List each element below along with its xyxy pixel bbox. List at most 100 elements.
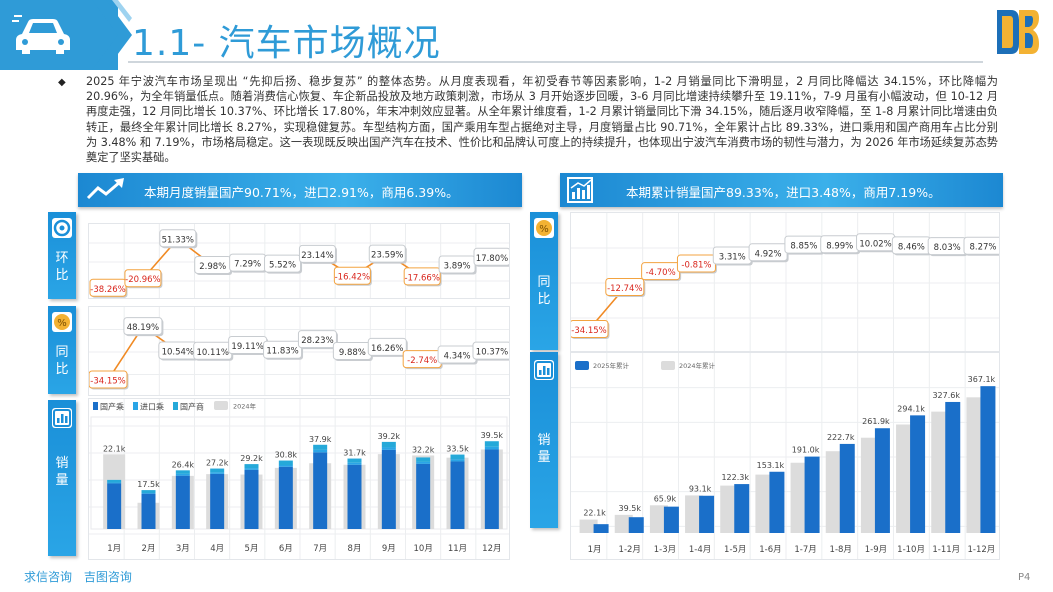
x-tick-label: 1-6月 [759,545,781,555]
data-label: 17.80% [476,254,508,264]
data-label-box [403,267,441,286]
bar-chart-icon [534,360,554,380]
data-label: 51.33% [162,235,194,245]
bar-2024 [614,514,633,533]
bar-segment [141,493,156,529]
data-label-box [123,317,163,336]
bar-total-label: 153.1k [757,461,785,470]
bar-segment [107,479,122,483]
data-label: 8.46% [898,242,925,252]
x-tick-label: 9月 [382,544,396,554]
bar-segment [347,462,362,465]
right-side-sales-label: 销量 [537,433,551,465]
target-icon [52,218,72,238]
right-sales-chart: 2025年累计 2024年累计 22.1k 1月 39.5k 1-2月 65.9k 1-3月 9… [570,352,1000,560]
left-side-sales: 销量 [48,400,76,556]
data-label: 23.59% [371,251,403,261]
footer-brand-2[interactable]: 吉图咨询 [83,570,132,584]
data-label-box [89,278,127,297]
db-logo-icon [997,10,1039,54]
x-tick-label: 1-4月 [689,545,711,555]
x-tick-label: 1-12月 [968,545,996,555]
bar-total-label: 122.3k [721,473,749,482]
data-label: 10.11% [197,348,229,358]
data-label-box [159,229,197,248]
bar-2024 [790,462,809,533]
x-tick-label: 1月 [588,545,602,555]
data-label: 8.27% [969,243,996,253]
bar-total-label: 65.9k [654,494,677,503]
bar-segment [175,473,190,476]
bar-segment [210,473,225,529]
bar-segment [313,449,328,453]
data-label: 4.34% [444,352,471,362]
data-label: -34.15% [571,326,606,336]
bar-segment [347,464,362,529]
data-label: -38.26% [90,285,125,295]
bar-2025 [734,484,750,533]
bar-total-label: 33.5k [446,445,469,454]
legend-swatch [214,401,228,410]
bar-total-label: 93.1k [689,484,712,493]
bar-segment [416,457,431,462]
data-label: -17.66% [404,273,439,283]
bar-2025 [593,524,609,533]
bar-total-label: 27.2k [206,459,229,468]
x-tick-label: 2月 [142,544,156,554]
data-label-box [124,269,162,288]
bar-2024 [966,397,985,533]
footer-brand-1[interactable]: 求信咨询 [24,570,73,584]
x-tick-label: 3月 [176,544,190,554]
header-chevron [92,0,132,70]
bar-segment [107,483,122,529]
bar-2025 [980,386,996,533]
data-label: 23.14% [301,251,333,261]
bar-2025 [874,428,890,533]
bar-segment [244,468,259,470]
data-label-box [367,337,407,356]
bar-total-label: 261.9k [862,417,890,426]
bar-segment [381,447,396,450]
data-label: -12.74% [607,284,642,294]
bar-trend-icon [567,177,593,203]
data-label: 5.52% [269,261,296,271]
bar-segment [175,470,190,474]
data-label: 7.29% [234,260,261,270]
right-side-sales: 销量 [530,352,558,528]
x-tick-label: 8月 [348,544,362,554]
bar-2025 [663,506,679,533]
x-tick-label: 1-11月 [932,545,960,555]
bar-segment [450,459,465,462]
left-side-mom: 环比 [48,212,76,299]
bar-segment [484,449,499,529]
x-tick-label: 1-2月 [619,545,641,555]
data-label: -16.42% [335,273,370,283]
bar-segment [278,465,293,467]
bar-segment [450,461,465,529]
bar-segment [381,441,396,448]
car-icon [12,15,70,54]
percent-icon: % [52,312,72,332]
right-banner: 本期累计销量国产89.33%，进口3.48%，商用7.19%。 [560,173,1003,207]
bar-segment [313,444,328,450]
svg-text:%: % [539,224,549,235]
data-label-box [333,266,371,285]
bar-segment [175,475,190,529]
bar-segment [416,461,431,464]
bar-segment [278,460,293,465]
bar-total-label: 327.6k [932,391,960,400]
bar-2025 [839,443,855,533]
percent-icon: % [534,218,554,238]
left-side-mom-label: 环比 [55,251,69,283]
x-tick-label: 1-10月 [897,545,925,555]
bar-total-label: 22.1k [103,444,126,453]
bar-total-label: 30.8k [275,451,298,460]
bar-total-label: 367.1k [968,375,996,384]
data-label: -34.15% [90,376,125,386]
right-yoy-chart: -34.15% -12.74% -4.70% -0.81% 3.31% 4.92% 8.85… [570,212,1000,352]
summary-text: 2025 年宁波汽车市场呈现出 “先抑后扬、稳步复苏” 的整体态势。从月度表现看… [86,75,998,165]
legend-label: 2025年累计 [593,361,630,370]
bar-segment [141,490,156,493]
data-label-box [297,330,337,349]
x-tick-label: 12月 [482,544,501,554]
